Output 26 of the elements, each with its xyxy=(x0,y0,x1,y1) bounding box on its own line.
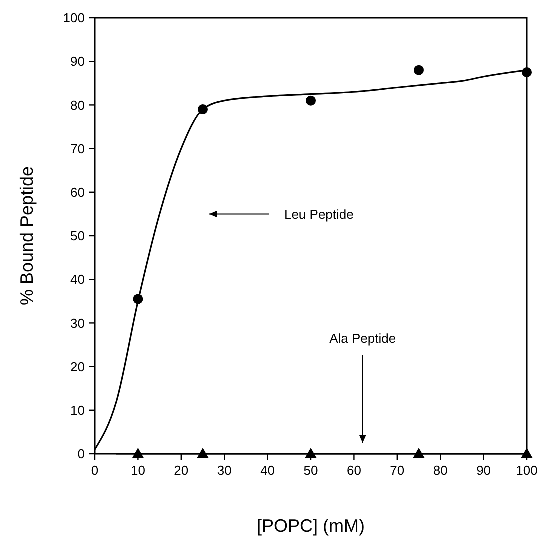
annotation: Leu Peptide xyxy=(284,207,354,222)
y-tick-label: 20 xyxy=(70,359,85,374)
x-tick-label: 70 xyxy=(390,463,405,478)
x-tick-label: 40 xyxy=(260,463,276,478)
y-axis-title: % Bound Peptide xyxy=(17,166,37,306)
x-tick-label: 80 xyxy=(433,463,448,478)
y-tick-label: 90 xyxy=(70,54,85,70)
y-tick-label: 30 xyxy=(70,316,85,331)
x-tick-label: 100 xyxy=(516,463,538,478)
y-tick-label: 70 xyxy=(70,141,85,156)
y-tick-label: 40 xyxy=(70,272,85,288)
y-tick-label: 50 xyxy=(70,228,85,244)
x-tick-label: 10 xyxy=(130,463,146,478)
x-tick-label: 0 xyxy=(91,463,99,478)
x-tick-label: 20 xyxy=(174,463,189,478)
x-axis-title: [POPC] (mM) xyxy=(257,516,365,536)
x-tick-label: 30 xyxy=(217,463,232,478)
annotation: Ala Peptide xyxy=(330,331,396,346)
y-tick-label: 60 xyxy=(70,184,85,200)
x-tick-label: 50 xyxy=(304,463,318,478)
y-tick-label: 80 xyxy=(70,98,85,113)
y-tick-label: 10 xyxy=(70,402,85,418)
x-tick-label: 90 xyxy=(476,463,492,478)
x-tick-label: 60 xyxy=(346,463,362,478)
y-tick-label: 0 xyxy=(78,446,85,462)
y-tick-label: 100 xyxy=(63,10,85,26)
